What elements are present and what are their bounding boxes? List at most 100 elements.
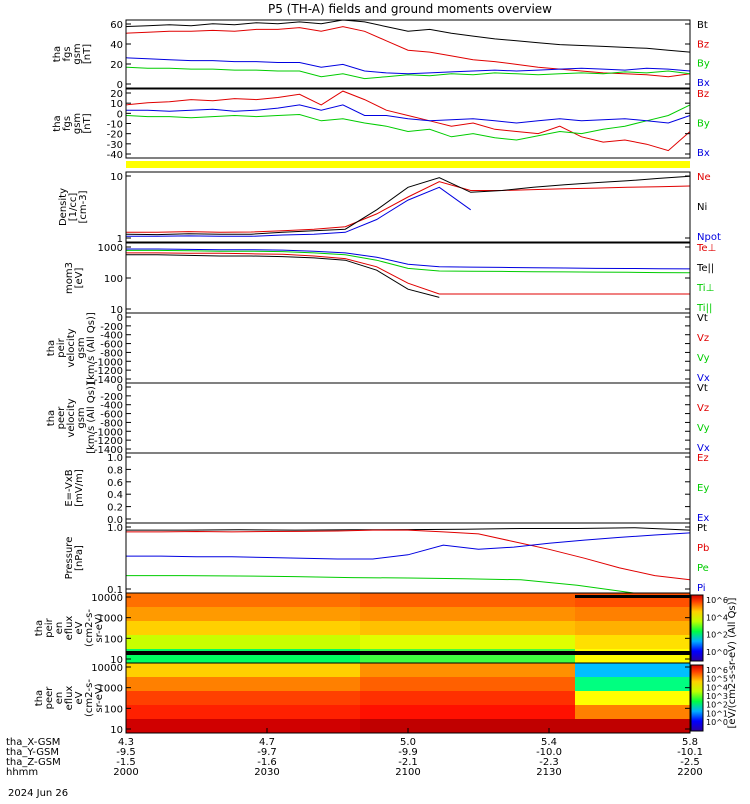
x-tick-label: -9.5 <box>116 747 136 758</box>
spectrogram-cell <box>126 691 360 706</box>
y-axis-label: tha <box>52 46 63 62</box>
y-tick-label: 20 <box>110 89 123 100</box>
y-tick-label: 0.2 <box>107 503 123 514</box>
y-tick-label: 0 <box>117 80 123 91</box>
series-line <box>126 575 691 599</box>
colorbar-p10: 10^610^510^410^310^210^110^0 <box>690 664 728 732</box>
legend-entry: Ni <box>697 202 707 213</box>
y-tick-label: -40 <box>107 150 123 161</box>
x-row-label: tha_Y-GSM <box>6 747 59 758</box>
x-tick-label: -2.1 <box>398 757 418 768</box>
y-tick-label: -800 <box>100 348 123 359</box>
legend-entry: Vt <box>697 383 708 394</box>
y-axis-label: [cm-3] <box>78 190 89 223</box>
series-line <box>126 104 691 124</box>
spectrogram-cell <box>575 635 690 650</box>
legend-entry: Vx <box>697 443 710 454</box>
y-axis-label: tha <box>46 340 57 356</box>
legend-entry: Vt <box>697 313 708 324</box>
spectrogram-cell <box>575 607 690 622</box>
spectrogram-cell <box>575 691 690 706</box>
y-axis-label: eflux <box>64 686 75 711</box>
spectrogram-cell <box>126 663 360 678</box>
y-tick-label: 10000 <box>91 593 123 604</box>
y-axis-label: en <box>54 622 65 635</box>
panel-p4: 1000 100 10 mom3 [eV] Te⊥ Te|| Ti⊥ Ti|| <box>64 242 716 316</box>
y-axis-label: tha <box>46 410 57 426</box>
panel-p7: 1.00.8 0.60.4 0.20.0 E=-VxB [mV/m] Ez Ey Ex <box>64 452 709 526</box>
y-tick-label: -1400 <box>94 445 123 456</box>
series-line <box>126 249 691 274</box>
legend-entry: Ey <box>697 483 709 494</box>
y-tick-label: -1000 <box>94 427 123 438</box>
series-line <box>126 186 471 237</box>
y-axis-label: sr-eV) <box>94 683 105 712</box>
legend-entry: Pb <box>697 543 709 554</box>
y-axis-label: E=-VxB <box>64 469 75 506</box>
y-axis-label: [km/s (All Qs)] <box>86 312 97 384</box>
spectrogram-cell <box>360 635 575 650</box>
y-tick-label: 1000 <box>98 684 123 695</box>
y-axis-label: velocity <box>66 328 77 367</box>
x-tick-label: 5.4 <box>541 737 557 748</box>
spectrogram-cell <box>575 719 690 734</box>
y-tick-label: 0 <box>117 109 123 120</box>
y-axis-label: [km/s (All Qs)] <box>86 382 97 454</box>
x-tick-label: -9.7 <box>257 747 277 758</box>
series-line <box>126 532 691 560</box>
y-axis-label: gsm <box>76 407 87 428</box>
legend-entry: By <box>697 119 710 130</box>
y-tick-label: -400 <box>100 401 123 412</box>
y-axis-label: (cm2-s- <box>84 679 95 717</box>
y-tick-label: 40 <box>110 40 123 51</box>
legend-entry: Vx <box>697 373 710 384</box>
x-tick-label: 4.3 <box>118 737 134 748</box>
spectrogram-cell <box>360 663 575 678</box>
x-tick-label: 4.7 <box>259 737 275 748</box>
y-tick-label: 10000 <box>91 663 123 674</box>
y-axis-label: [eV] <box>74 268 85 289</box>
legend-entry: Te⊥ <box>696 243 716 254</box>
y-axis-label: peir <box>56 337 67 357</box>
y-axis-label: tha <box>34 620 45 636</box>
spectrogram-cell <box>575 677 690 692</box>
series-line <box>126 529 691 581</box>
y-axis-label: en <box>54 692 65 705</box>
series-line <box>126 248 691 270</box>
x-tick-label: -1.5 <box>116 757 136 768</box>
legend-entry: Pe <box>697 563 709 574</box>
legend-entry: Ne <box>697 172 711 183</box>
series-line <box>125 57 691 75</box>
x-row-label: tha_Z-GSM <box>6 757 61 768</box>
y-tick-label: 1 <box>117 234 123 245</box>
y-tick-label: -1200 <box>94 436 123 447</box>
legend-entry: Npot <box>697 232 721 243</box>
y-tick-label: 1000 <box>98 614 123 625</box>
spectrogram-cell <box>575 621 690 636</box>
y-axis-label: eflux <box>64 616 75 641</box>
colorbar-tick-label: 10^3 <box>706 692 728 701</box>
panel-frame <box>125 452 691 524</box>
spectrogram-cell <box>126 677 360 692</box>
legend-entry: Ez <box>697 453 709 464</box>
colorbar-tick-label: 10^1 <box>706 709 728 718</box>
y-tick-label: -20 <box>107 130 123 141</box>
colorbar <box>690 664 704 732</box>
legend-entry: Bx <box>697 78 710 89</box>
colorbar <box>690 594 704 662</box>
legend-entry: Pt <box>697 523 707 534</box>
y-axis-label: gsm <box>76 337 87 358</box>
y-tick-label: 100 <box>104 704 123 715</box>
spectrogram-cell <box>126 705 360 720</box>
y-axis-label: Density <box>58 188 69 226</box>
y-axis-label: [nPa] <box>74 545 85 571</box>
colorbar-tick-label: 10^2 <box>706 631 728 640</box>
panel-frame <box>125 312 691 384</box>
y-tick-label: 100 <box>104 274 123 285</box>
x-row-label: tha_X-GSM <box>6 737 60 748</box>
legend-entry: Vy <box>697 353 710 364</box>
series-line <box>125 19 691 53</box>
panel-frame <box>125 522 691 594</box>
